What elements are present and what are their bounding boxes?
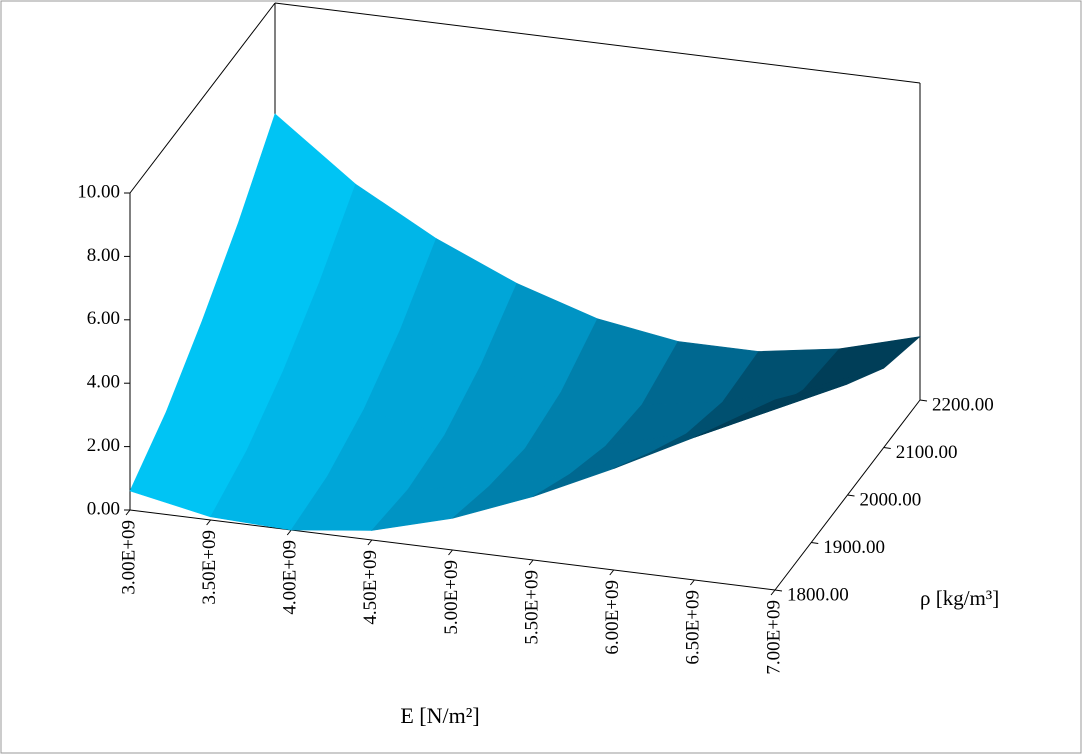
z-tick-label: 10.00 — [77, 181, 120, 202]
y-tick — [919, 399, 928, 402]
surface-patch — [694, 390, 812, 438]
x-tick — [125, 509, 131, 516]
x-tick-label: 6.50E+09 — [683, 590, 704, 665]
x-tick — [286, 529, 292, 536]
x-tick-label: 3.00E+09 — [118, 520, 139, 595]
axis-frame — [129, 2, 276, 194]
y-tick-label: 2100.00 — [896, 442, 958, 463]
x-axis-title: E [N/m²] — [400, 703, 479, 728]
x-tick — [770, 589, 776, 596]
x-tick — [367, 539, 373, 546]
y-tick — [774, 589, 783, 592]
x-tick-label: 4.00E+09 — [280, 540, 301, 615]
y-axis-title: ρ [kg/m³] — [920, 586, 999, 610]
x-tick-label: 5.00E+09 — [441, 560, 462, 635]
x-tick — [528, 559, 534, 566]
z-tick-label: 4.00 — [87, 372, 120, 393]
y-tick — [847, 494, 855, 497]
x-tick-label: 6.00E+09 — [602, 580, 623, 655]
x-tick — [689, 579, 695, 586]
z-tick-label: 8.00 — [87, 245, 120, 266]
x-tick — [609, 569, 615, 576]
z-tick-label: 0.00 — [87, 498, 120, 519]
y-tick-label: 1900.00 — [823, 537, 885, 558]
x-tick — [448, 549, 453, 556]
y-tick — [883, 447, 891, 449]
y-tick-label: 2000.00 — [860, 489, 922, 510]
y-tick-label: 2200.00 — [932, 394, 994, 415]
x-tick-label: 7.00E+09 — [763, 600, 784, 675]
x-tick-label: 3.50E+09 — [199, 530, 220, 605]
z-tick-label: 2.00 — [87, 435, 120, 456]
axis-frame — [274, 2, 921, 84]
x-tick-label: 4.50E+09 — [360, 550, 381, 625]
y-tick — [811, 542, 819, 544]
y-tick-label: 1800.00 — [787, 584, 849, 605]
x-tick-label: 5.50E+09 — [521, 570, 542, 645]
z-tick-label: 6.00 — [87, 308, 120, 329]
x-tick — [206, 519, 212, 526]
